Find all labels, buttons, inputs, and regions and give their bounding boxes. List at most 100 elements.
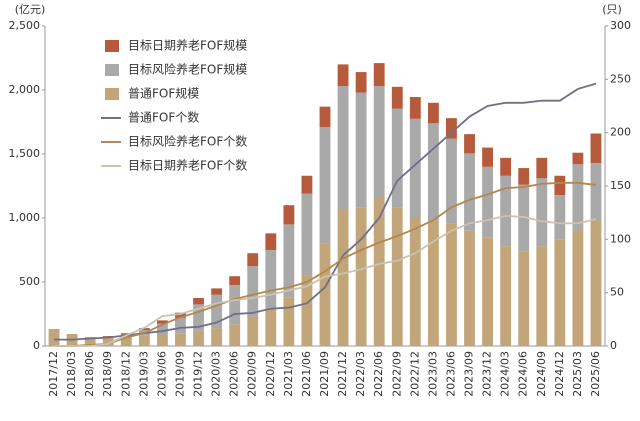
x-tick-label: 2018/12 — [119, 351, 132, 397]
bar — [265, 233, 277, 250]
bar — [482, 166, 493, 238]
y2-tick-label: 150 — [610, 179, 631, 192]
y2-tick-label: 0 — [610, 339, 617, 352]
legend-swatch — [105, 40, 119, 52]
bar — [102, 337, 114, 346]
bar — [157, 323, 168, 335]
bar — [175, 317, 186, 334]
bar — [554, 194, 566, 240]
bar — [211, 328, 223, 346]
bar — [157, 320, 168, 324]
bar — [536, 178, 548, 247]
bar — [84, 337, 96, 346]
x-tick-label: 2019/12 — [192, 351, 205, 397]
bar — [319, 106, 331, 128]
x-tick-label: 2024/09 — [535, 351, 548, 397]
bar — [446, 118, 457, 139]
bar — [247, 316, 259, 346]
x-tick-label: 2025/03 — [571, 351, 584, 397]
bar — [337, 86, 349, 210]
bar — [175, 312, 186, 318]
bar — [590, 133, 602, 163]
bar — [193, 330, 204, 346]
bar — [283, 297, 295, 346]
bar — [446, 138, 457, 224]
bar — [283, 205, 295, 225]
x-tick-label: 2021/12 — [336, 351, 349, 397]
bar — [554, 239, 566, 346]
legend-swatch — [105, 64, 119, 76]
bar — [373, 197, 385, 346]
legend-label: 目标日期养老FOF个数 — [128, 158, 247, 173]
x-tick-label: 2020/12 — [264, 351, 277, 397]
bar — [193, 298, 204, 305]
bar — [355, 207, 367, 346]
bar — [337, 209, 349, 346]
x-tick-label: 2023/12 — [481, 351, 494, 397]
x-tick-label: 2022/03 — [354, 351, 367, 397]
bar — [373, 86, 385, 198]
bar — [102, 336, 114, 337]
bar — [319, 243, 331, 346]
bar — [482, 147, 493, 167]
x-tick-label: 2020/09 — [246, 351, 259, 397]
x-tick-label: 2022/12 — [408, 351, 421, 397]
bar — [590, 220, 602, 346]
bar — [464, 230, 475, 346]
x-tick-label: 2019/09 — [173, 351, 186, 397]
bar — [211, 288, 223, 295]
bar — [391, 108, 403, 208]
bar — [391, 207, 403, 346]
legend-label: 目标风险养老FOF个数 — [128, 134, 247, 149]
y2-tick-label: 250 — [610, 72, 631, 85]
legend-swatch — [105, 88, 119, 100]
bar — [590, 162, 602, 221]
bar — [500, 246, 512, 346]
line — [54, 181, 597, 347]
bar — [301, 275, 313, 346]
bar — [409, 97, 421, 119]
x-tick-label: 2023/09 — [463, 351, 476, 397]
y-tick-label: 1,000 — [9, 211, 41, 224]
legend-label: 目标风险养老FOF规模 — [128, 62, 247, 77]
bar — [355, 92, 367, 208]
x-tick-label: 2017/12 — [47, 351, 60, 397]
bar — [319, 127, 331, 244]
x-tick-label: 2023/06 — [444, 351, 457, 397]
x-tick-label: 2020/03 — [210, 351, 223, 397]
y-unit: (亿元) — [15, 3, 46, 16]
x-tick-label: 2018/03 — [65, 351, 78, 397]
line — [54, 214, 597, 347]
y2-tick-label: 100 — [610, 232, 631, 245]
x-tick-label: 2024/03 — [499, 351, 512, 397]
x-tick-label: 2021/03 — [282, 351, 295, 397]
bar — [482, 237, 493, 346]
bar — [175, 333, 186, 346]
bar — [518, 251, 530, 346]
bar — [120, 337, 132, 346]
bar — [464, 153, 475, 231]
bar — [265, 307, 277, 346]
y-tick-label: 2,000 — [9, 83, 41, 96]
legend-label: 普通FOF个数 — [128, 110, 199, 125]
x-tick-label: 2021/06 — [300, 351, 313, 397]
bar — [536, 246, 548, 346]
bar — [518, 168, 530, 185]
bar — [355, 72, 367, 93]
legend-label: 普通FOF规模 — [128, 86, 199, 101]
bar — [229, 276, 241, 286]
y-tick-label: 500 — [19, 275, 40, 288]
bar — [229, 285, 241, 325]
bar — [500, 157, 512, 176]
bar — [48, 328, 60, 346]
x-tick-label: 2024/12 — [553, 351, 566, 397]
bar — [446, 223, 457, 346]
bar — [427, 102, 439, 124]
bar — [391, 86, 403, 109]
y-tick-label: 0 — [33, 339, 40, 352]
bar — [157, 334, 168, 346]
bar — [536, 157, 548, 179]
x-tick-label: 2020/06 — [228, 351, 241, 397]
y-tick-label: 2,500 — [9, 19, 41, 32]
